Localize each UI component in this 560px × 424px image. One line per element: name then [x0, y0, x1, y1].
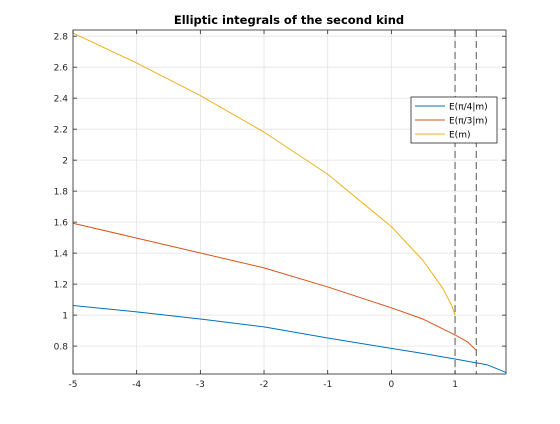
y-tick-label: 1.6	[54, 219, 69, 229]
legend: E(π/4|m) E(π/3|m) E(m)	[410, 96, 498, 144]
plot-area	[73, 30, 506, 374]
y-tick-label: 2	[62, 157, 68, 167]
tick-marks	[72, 30, 506, 374]
y-tick-label: 2.8	[54, 33, 69, 43]
y-tick-label: 2.4	[54, 95, 69, 105]
legend-label: E(m)	[449, 131, 470, 141]
y-tick-label: 1	[62, 312, 68, 322]
y-tick-label: 1.8	[54, 188, 69, 198]
series-line	[72, 305, 507, 373]
legend-label: E(π/4|m)	[449, 103, 488, 113]
y-tick-label: 2.2	[54, 126, 68, 136]
y-tick-label: 0.8	[54, 343, 69, 353]
y-tick-label: 1.2	[54, 281, 68, 291]
legend-label: E(π/3|m)	[449, 117, 488, 127]
x-tick-label: -2	[260, 380, 269, 390]
plot-frame	[72, 29, 507, 375]
chart-title: Elliptic integrals of the second kind	[174, 13, 404, 27]
x-tick-label: 0	[389, 380, 395, 390]
y-tick-label: 1.4	[54, 250, 69, 260]
x-tick-label: 1	[452, 380, 458, 390]
tick-labels: -5 -4 -3 -2 -1 0 1 0.8 1 1.2 1.4 1.6 1.8 2 2.2 2.4 2.6 2.…	[54, 33, 458, 390]
grid	[72, 30, 506, 374]
x-tick-label: -5	[69, 380, 78, 390]
series-line	[72, 32, 456, 316]
reference-lines	[454, 30, 477, 374]
y-tick-label: 2.6	[54, 64, 69, 74]
series-lines	[72, 32, 507, 373]
x-tick-label: -3	[196, 380, 205, 390]
x-tick-label: -1	[323, 380, 332, 390]
series-line	[72, 222, 477, 351]
x-tick-label: -4	[132, 380, 141, 390]
